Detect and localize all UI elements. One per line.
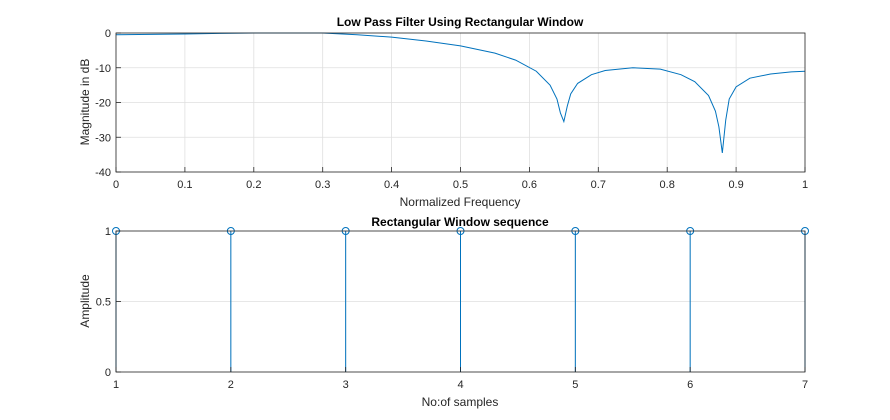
window-y-tick-label: 0.5 (96, 297, 111, 309)
window-y-ticks: 00.51 (96, 226, 121, 379)
window-y-tick-label: 1 (105, 226, 111, 238)
magnitude-x-axis-label: Normalized Frequency (400, 195, 521, 209)
window-x-tick-label: 2 (228, 379, 234, 391)
magnitude-y-axis-label: Magnitude in dB (78, 59, 92, 146)
magnitude-x-tick-label: 0.8 (660, 179, 675, 191)
window-x-tick-label: 3 (343, 379, 349, 391)
magnitude-y-tick-label: -30 (95, 132, 111, 144)
window-x-tick-label: 5 (572, 379, 578, 391)
window-x-tick-label: 1 (113, 379, 119, 391)
window-chart-title: Rectangular Window sequence (371, 215, 549, 229)
magnitude-y-tick-label: -10 (95, 63, 111, 75)
window-x-tick-label: 7 (802, 379, 808, 391)
magnitude-x-tick-label: 0.9 (728, 179, 743, 191)
window-x-ticks: 1 2 3 4 5 6 7 (113, 367, 808, 391)
magnitude-x-tick-label: 0 (113, 179, 119, 191)
window-x-axis-label: No:of samples (422, 395, 499, 409)
magnitude-y-tick-label: -40 (95, 167, 111, 179)
window-x-tick-label: 4 (457, 379, 463, 391)
magnitude-x-tick-label: 0.4 (384, 179, 399, 191)
magnitude-x-tick-label: 0.6 (522, 179, 537, 191)
magnitude-chart-title: Low Pass Filter Using Rectangular Window (337, 15, 584, 29)
window-x-tick-label: 6 (687, 379, 693, 391)
window-y-tick-label: 0 (105, 367, 111, 379)
magnitude-x-tick-label: 0.3 (315, 179, 330, 191)
magnitude-y-tick-label: -20 (95, 98, 111, 110)
magnitude-x-tick-label: 0.1 (177, 179, 192, 191)
magnitude-x-tick-label: 0.5 (453, 179, 468, 191)
magnitude-response-plot: 0 0.1 0.2 0.3 0.4 0.5 0.6 0.7 0.8 0.9 1 0 -10 -20 -30… (78, 15, 808, 209)
magnitude-y-ticks: 0 -10 -20 -30 -40 (95, 28, 121, 179)
magnitude-x-ticks: 0 0.1 0.2 0.3 0.4 0.5 0.6 0.7 0.8 0.9 1 (113, 167, 808, 191)
magnitude-y-tick-label: 0 (105, 28, 111, 40)
window-y-axis-label: Amplitude (78, 274, 92, 328)
magnitude-x-tick-label: 0.7 (591, 179, 606, 191)
magnitude-x-tick-label: 1 (802, 179, 808, 191)
magnitude-x-tick-label: 0.2 (246, 179, 261, 191)
